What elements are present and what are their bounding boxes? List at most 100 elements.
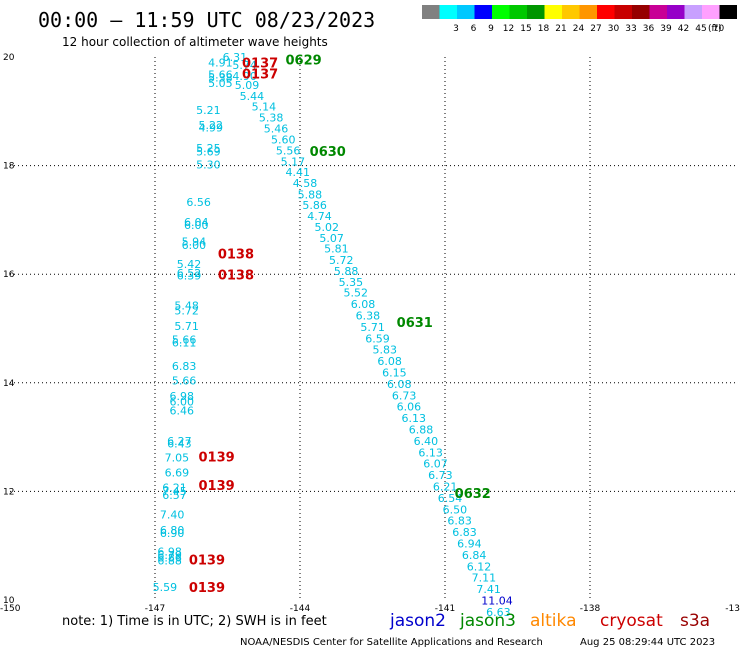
swh-point-label: 5.14	[252, 100, 277, 113]
swh-point-label: 5.83	[373, 344, 398, 357]
swh-point-label: 6.04	[184, 216, 209, 229]
swh-point-label: 7.05	[165, 452, 190, 465]
swh-point-label: 7.45	[162, 485, 187, 498]
legend-label: 9	[488, 24, 494, 34]
swh-point-label: 5.74	[232, 59, 256, 72]
y-tick-label: 10	[3, 596, 15, 606]
swh-point-label: 5.69	[196, 145, 221, 158]
swh-point-label: 5.48	[174, 300, 199, 313]
swh-point-label: 6.69	[165, 466, 190, 479]
legend-label: 70	[713, 24, 725, 34]
chart-title: 00:00 – 11:59 UTC 08/23/2023	[38, 8, 375, 32]
swh-point-label: 5.02	[315, 221, 340, 234]
swh-point-label: 6.50	[443, 503, 468, 516]
swh-point-label: 5.72	[174, 305, 199, 318]
x-tick-label: -150	[0, 604, 21, 614]
legend-swatch	[544, 5, 562, 19]
swh-point-label: 6.59	[365, 332, 390, 345]
legend-swatch	[562, 5, 580, 19]
legend-label: 24	[573, 24, 585, 34]
swh-point-label: 6.57	[162, 489, 187, 502]
legend-swatch	[457, 5, 475, 19]
legend-swatch	[527, 5, 545, 19]
swh-point-label: 5.46	[264, 123, 289, 136]
legend-swatch	[719, 5, 737, 19]
track-id-label: 0137	[242, 56, 278, 71]
legend-swatch	[684, 5, 702, 19]
swh-point-label: 6.27	[167, 435, 192, 448]
track-id-label: 0139	[189, 581, 225, 596]
swh-point-label: 5.94	[182, 236, 207, 249]
swh-point-label: 5.07	[319, 232, 344, 245]
swh-point-label: 6.08	[377, 355, 402, 368]
y-tick-label: 20	[3, 53, 15, 63]
swh-point-label: 6.90	[160, 527, 185, 540]
swh-point-label: 6.08	[351, 298, 376, 311]
swh-point-label: 5.56	[276, 144, 301, 157]
wave-height-labels: 6.314.91 5.745.66 4.905.385.05 5.095.445.14…	[153, 51, 513, 619]
track-id-label: 0139	[199, 451, 235, 466]
grid-lines	[10, 57, 735, 600]
swh-point-label: 5.86	[302, 199, 327, 212]
x-tick-label: -13	[725, 604, 740, 614]
legend-label: 42	[678, 24, 689, 34]
swh-point-label: 6.00	[184, 219, 209, 232]
swh-point-label: 4.41	[286, 166, 311, 179]
track-id-label: 0631	[397, 316, 433, 331]
swh-point-label: 6.07	[423, 458, 448, 471]
x-tick-label: -138	[580, 604, 601, 614]
color-scale-legend: 3 6 9 12 15 18 21 24 27 30 33 36 39 42 45 70(ft)	[422, 5, 737, 34]
timestamp-text: Aug 25 08:29:44 UTC 2023	[580, 637, 715, 648]
legend-swatch	[667, 5, 685, 19]
mission-legend: jason2 jason3 altika cryosat s3a	[389, 611, 710, 631]
legend-label: 12	[503, 24, 514, 34]
legend-label: 15	[520, 24, 531, 34]
swh-point-label: 6.73	[428, 469, 453, 482]
swh-point-label: 4.74	[307, 210, 332, 223]
swh-point-label: 7.40	[160, 509, 185, 522]
swh-point-label: 5.66	[172, 333, 197, 346]
swh-point-label: 6.40	[414, 435, 439, 448]
swh-point-label: 6.83	[447, 515, 472, 528]
legend-swatch	[702, 5, 720, 19]
legend-swatch	[649, 5, 667, 19]
swh-point-label: 6.98	[157, 546, 182, 559]
swh-point-label: 5.88	[334, 265, 359, 278]
swh-point-label: 6.73	[392, 389, 417, 402]
swh-point-label: 5.38	[208, 72, 233, 85]
swh-point-label: 6.83	[172, 360, 197, 373]
mission-label: cryosat	[600, 611, 663, 631]
track-id-label: 0139	[199, 479, 235, 494]
swh-point-label: 6.98	[170, 390, 195, 403]
swh-point-label: 7.11	[472, 572, 497, 585]
legend-swatch	[579, 5, 597, 19]
swh-point-label: 6.79	[157, 549, 182, 562]
legend-label: 39	[660, 24, 672, 34]
swh-point-label: 5.42	[177, 258, 202, 271]
swh-point-label: 5.35	[339, 276, 364, 289]
legend-swatch	[439, 5, 457, 19]
legend-label: 33	[625, 24, 636, 34]
swh-point-label: 5.81	[324, 243, 349, 256]
legend-label: 6	[471, 24, 477, 34]
x-tick-label: -147	[145, 604, 165, 614]
swh-point-label: 6.63	[486, 606, 511, 619]
chart-subtitle: 12 hour collection of altimeter wave hei…	[62, 35, 328, 49]
y-tick-label: 16	[3, 270, 15, 280]
swh-point-label: 6.21	[433, 481, 458, 494]
swh-point-label: 4.58	[293, 177, 318, 190]
swh-point-label: 4.99	[199, 122, 224, 135]
swh-point-label: 5.30	[196, 159, 221, 172]
track-id-label: 0138	[218, 248, 254, 263]
track-id-label: 0630	[310, 145, 346, 160]
swh-point-label: 7.41	[476, 583, 501, 596]
swh-point-label: 6.54	[438, 492, 463, 505]
swh-point-label: 5.71	[174, 320, 199, 333]
swh-point-label: 6.88	[409, 423, 434, 436]
swh-point-label: 6.11	[172, 337, 197, 350]
mission-label: jason2	[389, 611, 446, 631]
legend-label: 18	[538, 24, 550, 34]
swh-point-label: 6.84	[462, 549, 487, 562]
swh-point-label: 6.83	[452, 526, 477, 539]
